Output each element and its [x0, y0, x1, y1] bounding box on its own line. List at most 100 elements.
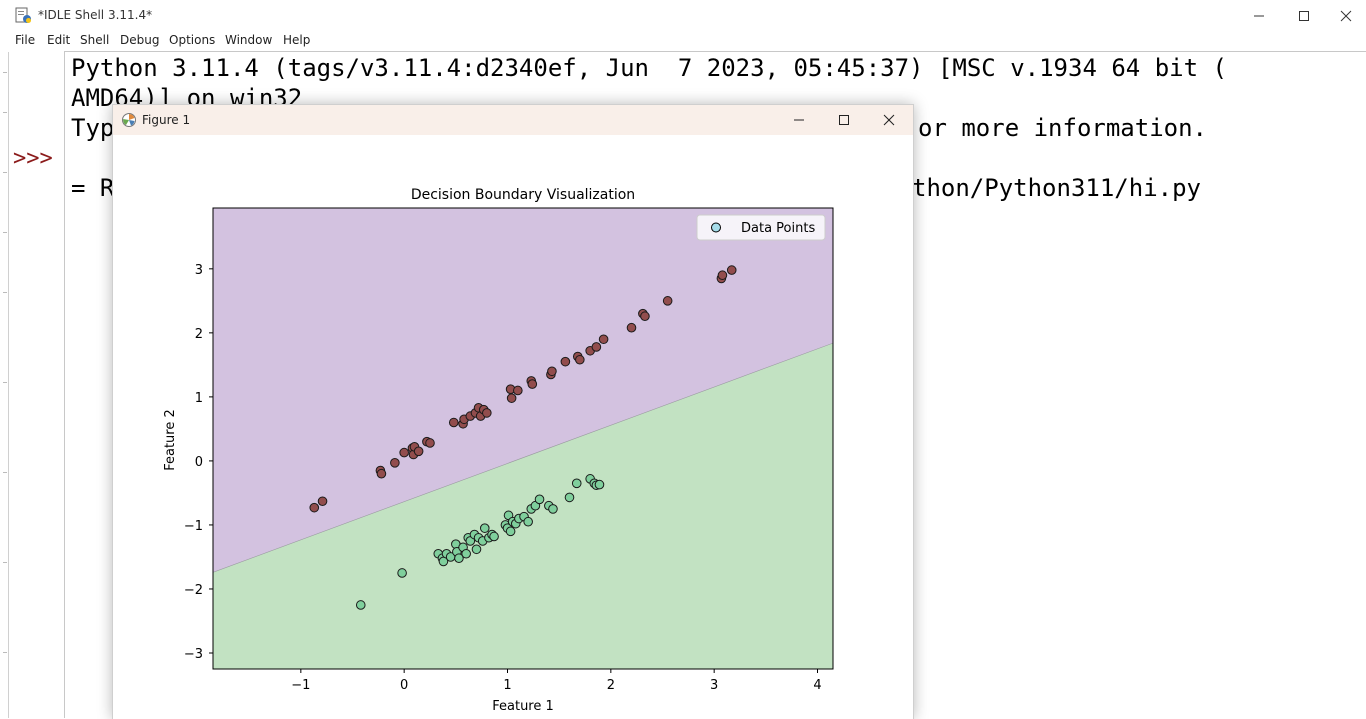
- figure-close-button[interactable]: [866, 105, 912, 135]
- data-point-class-0: [591, 342, 602, 352]
- shell-prompt: >>>: [13, 146, 53, 171]
- data-point-class-1: [564, 492, 575, 503]
- idle-titlebar: *IDLE Shell 3.11.4*: [0, 0, 1366, 32]
- data-point-class-0: [527, 379, 538, 389]
- figure-maximize-button[interactable]: [821, 105, 867, 135]
- data-point-class-1: [523, 516, 533, 527]
- menu-options[interactable]: Options: [169, 33, 216, 47]
- x-tick-label: 0: [400, 678, 408, 693]
- data-point-class-0: [726, 265, 737, 275]
- figure-title: Figure 1: [142, 113, 191, 127]
- data-point-class-1: [594, 479, 605, 490]
- close-icon: [883, 114, 895, 126]
- data-point-class-0: [425, 438, 435, 448]
- y-tick-label: 3: [195, 263, 203, 278]
- data-point-class-0: [482, 408, 492, 418]
- legend-box: [696, 214, 826, 241]
- figure-minimize-button[interactable]: [776, 105, 822, 135]
- maximize-icon: [1299, 11, 1309, 21]
- close-button[interactable]: [1326, 0, 1366, 32]
- data-point-class-0: [626, 322, 637, 333]
- window-title: *IDLE Shell 3.11.4*: [38, 8, 153, 22]
- shell-line-type-suffix: or more information.: [918, 114, 1207, 142]
- data-point-class-0: [309, 502, 320, 513]
- data-point-class-0: [413, 446, 424, 457]
- data-point-class-0: [390, 458, 400, 468]
- legend-label: Data Points: [741, 221, 815, 236]
- data-point-class-0: [513, 385, 523, 396]
- lower-region: [213, 343, 833, 669]
- data-point-class-0: [575, 354, 585, 365]
- idle-app-icon: [15, 7, 31, 23]
- data-point-class-0: [376, 468, 387, 479]
- data-point-class-1: [534, 494, 545, 505]
- y-tick-label: −1: [184, 519, 203, 534]
- shell-line-type-prefix: Typ: [71, 114, 115, 142]
- text-area-top-border: [64, 51, 1366, 52]
- figure-window: Figure 1 −1 0 1 2 3 4 −3 −2 −1 0 1 2 3 Decision Bou…: [112, 104, 914, 719]
- data-point-class-0: [640, 311, 650, 322]
- y-axis-label: Feature 2: [163, 409, 178, 471]
- data-points: [309, 265, 737, 610]
- data-point-class-0: [717, 270, 728, 281]
- data-point-class-0: [547, 366, 557, 377]
- maximize-button[interactable]: [1281, 0, 1327, 32]
- y-tick-label: 2: [195, 327, 203, 342]
- y-tick-label: −3: [184, 647, 203, 662]
- data-point-class-0: [662, 296, 673, 306]
- menubar: File Edit Shell Debug Options Window Hel…: [0, 32, 1366, 52]
- x-tick-label: 1: [503, 678, 511, 693]
- minimize-button[interactable]: [1236, 0, 1282, 32]
- menu-edit[interactable]: Edit: [47, 33, 71, 47]
- data-point-class-0: [506, 393, 517, 403]
- minimize-icon: [794, 119, 804, 121]
- y-tick-label: −2: [184, 583, 203, 598]
- data-point-class-1: [548, 504, 558, 514]
- chart-title: Decision Boundary Visualization: [411, 187, 635, 203]
- shell-line-banner: Python 3.11.4 (tags/v3.11.4:d2340ef, Jun…: [71, 54, 1227, 82]
- y-tick-label: 1: [195, 391, 203, 406]
- scatter-chart: −1 0 1 2 3 4 −3 −2 −1 0 1 2 3 Decision Boundary Vis…: [163, 187, 834, 714]
- decision-boundary-line: [213, 342, 833, 573]
- text-area-left-border: [64, 52, 65, 718]
- menu-window[interactable]: Window: [225, 33, 273, 47]
- menu-file[interactable]: File: [15, 33, 36, 47]
- data-point-class-1: [461, 548, 471, 559]
- sidebar-border: [8, 52, 9, 718]
- left-ruler: [1, 52, 7, 718]
- x-axis: −1 0 1 2 3 4: [291, 669, 822, 693]
- x-tick-label: −1: [291, 678, 310, 693]
- shell-line-restart-suffix: thon/Python311/hi.py: [912, 174, 1201, 202]
- y-axis: −3 −2 −1 0 1 2 3: [184, 263, 213, 662]
- data-point-class-1: [489, 531, 499, 542]
- maximize-icon: [839, 115, 849, 125]
- data-point-class-1: [355, 600, 366, 610]
- menu-shell[interactable]: Shell: [80, 33, 110, 47]
- data-point-class-0: [560, 356, 571, 367]
- y-tick-label: 0: [195, 455, 203, 470]
- x-tick-label: 2: [607, 678, 615, 693]
- menu-debug[interactable]: Debug: [120, 33, 160, 47]
- figure-titlebar: Figure 1: [113, 105, 913, 135]
- x-axis-label: Feature 1: [492, 699, 554, 714]
- plot-frame: [212, 207, 834, 670]
- data-point-class-0: [448, 417, 459, 428]
- data-point-class-1: [397, 568, 407, 578]
- minimize-icon: [1254, 15, 1264, 17]
- x-tick-label: 4: [813, 678, 821, 693]
- shell-line-restart-prefix: = R: [71, 174, 115, 202]
- data-point-class-1: [454, 553, 464, 564]
- data-point-class-0: [598, 334, 609, 345]
- data-point-class-0: [399, 447, 409, 458]
- data-point-class-1: [471, 544, 482, 555]
- data-point-class-1: [571, 478, 582, 489]
- matplotlib-icon: [122, 113, 136, 127]
- data-point-class-1: [505, 526, 516, 537]
- x-tick-label: 3: [710, 678, 718, 693]
- data-point-class-0: [317, 496, 328, 507]
- legend: Data Points: [696, 214, 826, 241]
- close-icon: [1340, 10, 1352, 22]
- data-point-class-1: [479, 523, 490, 533]
- menu-help[interactable]: Help: [283, 33, 311, 47]
- legend-marker: [711, 222, 721, 233]
